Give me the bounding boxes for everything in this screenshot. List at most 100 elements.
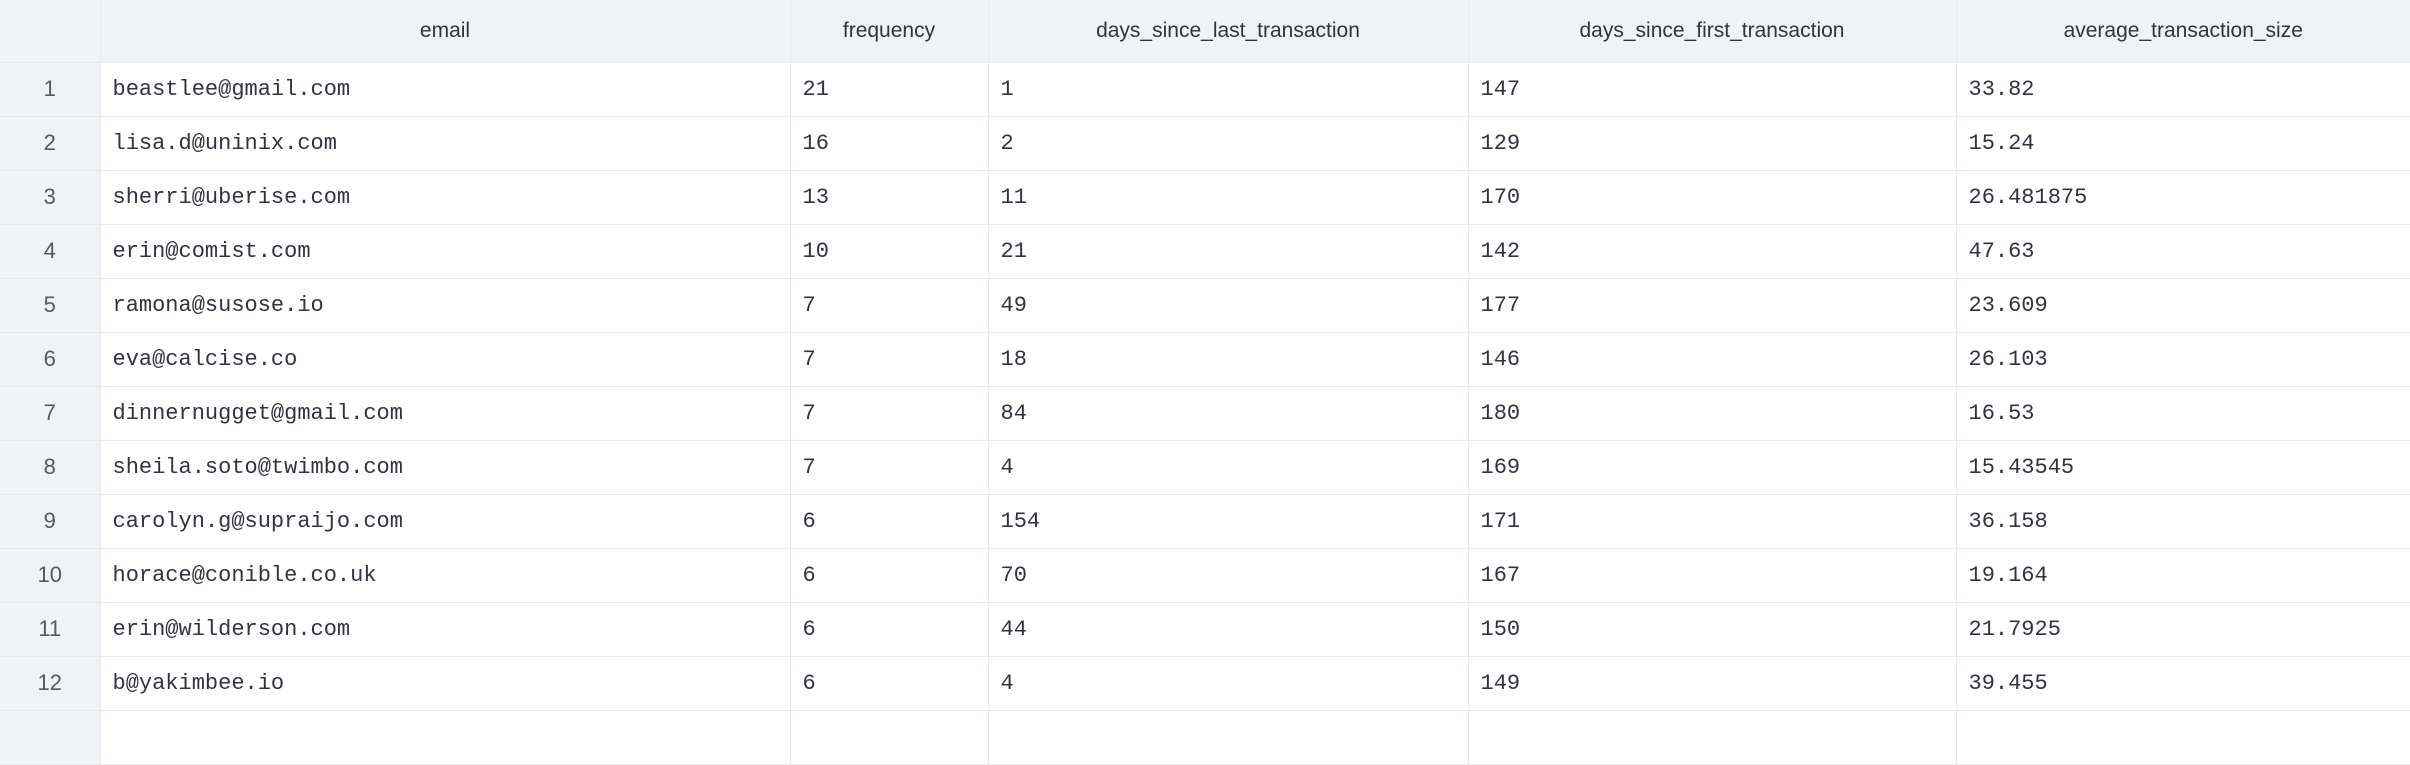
table-cell[interactable]: 84 bbox=[987, 385, 1469, 441]
table-cell[interactable]: 6 bbox=[789, 655, 989, 711]
table-row: 8 sheila.soto@twimbo.com 7 4 169 15.43545 bbox=[0, 439, 2410, 495]
table-cell[interactable]: horace@conible.co.uk bbox=[99, 547, 791, 603]
table-cell[interactable]: 6 bbox=[789, 493, 989, 549]
table-cell[interactable]: 142 bbox=[1467, 223, 1957, 279]
row-index-header bbox=[0, 0, 101, 63]
table-cell[interactable]: 171 bbox=[1467, 493, 1957, 549]
row-index: 11 bbox=[0, 601, 101, 657]
table-cell[interactable]: lisa.d@uninix.com bbox=[99, 115, 791, 171]
table-cell[interactable]: 4 bbox=[987, 439, 1469, 495]
table-cell[interactable]: 47.63 bbox=[1955, 223, 2410, 279]
table-cell[interactable]: 170 bbox=[1467, 169, 1957, 225]
table-cell[interactable]: 21 bbox=[789, 61, 989, 117]
table-row: 2 lisa.d@uninix.com 16 2 129 15.24 bbox=[0, 115, 2410, 171]
table-row: 5 ramona@susose.io 7 49 177 23.609 bbox=[0, 277, 2410, 333]
table-cell[interactable]: b@yakimbee.io bbox=[99, 655, 791, 711]
table-row: 10 horace@conible.co.uk 6 70 167 19.164 bbox=[0, 547, 2410, 603]
table-cell[interactable]: 13 bbox=[789, 169, 989, 225]
row-index: 5 bbox=[0, 277, 101, 333]
table-cell[interactable]: 6 bbox=[789, 601, 989, 657]
table-cell[interactable]: dinnernugget@gmail.com bbox=[99, 385, 791, 441]
table-cell[interactable]: 146 bbox=[1467, 331, 1957, 387]
table-cell[interactable]: 15.24 bbox=[1955, 115, 2410, 171]
table-cell[interactable]: 169 bbox=[1467, 439, 1957, 495]
table-cell[interactable]: 16.53 bbox=[1955, 385, 2410, 441]
row-index: 1 bbox=[0, 61, 101, 117]
table-cell[interactable]: 1 bbox=[987, 61, 1469, 117]
table-cell[interactable]: 16 bbox=[789, 115, 989, 171]
table-cell[interactable]: 23.609 bbox=[1955, 277, 2410, 333]
column-header-frequency[interactable]: frequency bbox=[789, 0, 989, 63]
table-cell[interactable]: 36.158 bbox=[1955, 493, 2410, 549]
table-cell[interactable]: 177 bbox=[1467, 277, 1957, 333]
table-cell[interactable]: 6 bbox=[789, 547, 989, 603]
table-cell[interactable]: 49 bbox=[987, 277, 1469, 333]
table-cell bbox=[789, 709, 989, 765]
table-cell[interactable]: 10 bbox=[789, 223, 989, 279]
table-cell[interactable]: 70 bbox=[987, 547, 1469, 603]
table-cell[interactable]: 44 bbox=[987, 601, 1469, 657]
table-cell[interactable]: 26.103 bbox=[1955, 331, 2410, 387]
table-row: 12 b@yakimbee.io 6 4 149 39.455 bbox=[0, 655, 2410, 711]
table-cell[interactable]: 11 bbox=[987, 169, 1469, 225]
table-cell[interactable]: 167 bbox=[1467, 547, 1957, 603]
table-cell[interactable]: 19.164 bbox=[1955, 547, 2410, 603]
column-header-avg-size[interactable]: average_transaction_size bbox=[1955, 0, 2410, 63]
row-index: 10 bbox=[0, 547, 101, 603]
table-row: 9 carolyn.g@supraijo.com 6 154 171 36.158 bbox=[0, 493, 2410, 549]
table-cell[interactable]: sherri@uberise.com bbox=[99, 169, 791, 225]
row-index: 6 bbox=[0, 331, 101, 387]
table-cell[interactable]: 21 bbox=[987, 223, 1469, 279]
table-cell[interactable]: 7 bbox=[789, 385, 989, 441]
table-cell[interactable]: 39.455 bbox=[1955, 655, 2410, 711]
table-cell[interactable]: sheila.soto@twimbo.com bbox=[99, 439, 791, 495]
table-cell[interactable]: 7 bbox=[789, 331, 989, 387]
table-cell[interactable]: 21.7925 bbox=[1955, 601, 2410, 657]
table-cell[interactable]: ramona@susose.io bbox=[99, 277, 791, 333]
header-row: email frequency days_since_last_transactio… bbox=[0, 0, 2410, 63]
table-cell[interactable]: 2 bbox=[987, 115, 1469, 171]
table-row: 6 eva@calcise.co 7 18 146 26.103 bbox=[0, 331, 2410, 387]
partial-row bbox=[0, 709, 2410, 765]
table-cell bbox=[1467, 709, 1957, 765]
table-cell[interactable]: 129 bbox=[1467, 115, 1957, 171]
row-index: 12 bbox=[0, 655, 101, 711]
table-cell[interactable]: eva@calcise.co bbox=[99, 331, 791, 387]
table-cell[interactable]: carolyn.g@supraijo.com bbox=[99, 493, 791, 549]
table-cell[interactable]: 26.481875 bbox=[1955, 169, 2410, 225]
table-cell bbox=[987, 709, 1469, 765]
table-cell bbox=[99, 709, 791, 765]
table-row: 7 dinnernugget@gmail.com 7 84 180 16.53 bbox=[0, 385, 2410, 441]
column-header-email[interactable]: email bbox=[99, 0, 791, 63]
row-index: 7 bbox=[0, 385, 101, 441]
table-cell[interactable]: 7 bbox=[789, 439, 989, 495]
table-cell[interactable]: 154 bbox=[987, 493, 1469, 549]
table-cell[interactable]: 149 bbox=[1467, 655, 1957, 711]
table-cell[interactable]: 180 bbox=[1467, 385, 1957, 441]
row-index: 8 bbox=[0, 439, 101, 495]
table-row: 1 beastlee@gmail.com 21 1 147 33.82 bbox=[0, 61, 2410, 117]
table-cell bbox=[0, 709, 101, 765]
row-index: 4 bbox=[0, 223, 101, 279]
table-cell bbox=[1955, 709, 2410, 765]
row-index: 2 bbox=[0, 115, 101, 171]
table-cell[interactable]: 4 bbox=[987, 655, 1469, 711]
table-body: 1 beastlee@gmail.com 21 1 147 33.82 2 lisa.d@un… bbox=[0, 61, 2410, 765]
table-row: 3 sherri@uberise.com 13 11 170 26.481875 bbox=[0, 169, 2410, 225]
column-header-days-since-first[interactable]: days_since_first_transaction bbox=[1467, 0, 1957, 63]
column-header-days-since-last[interactable]: days_since_last_transaction bbox=[987, 0, 1469, 63]
table-cell[interactable]: 33.82 bbox=[1955, 61, 2410, 117]
table-row: 4 erin@comist.com 10 21 142 47.63 bbox=[0, 223, 2410, 279]
table-cell[interactable]: beastlee@gmail.com bbox=[99, 61, 791, 117]
table-cell[interactable]: erin@wilderson.com bbox=[99, 601, 791, 657]
table-cell[interactable]: 18 bbox=[987, 331, 1469, 387]
row-index: 3 bbox=[0, 169, 101, 225]
table-cell[interactable]: erin@comist.com bbox=[99, 223, 791, 279]
table-cell[interactable]: 7 bbox=[789, 277, 989, 333]
table-cell[interactable]: 150 bbox=[1467, 601, 1957, 657]
table-cell[interactable]: 15.43545 bbox=[1955, 439, 2410, 495]
row-index: 9 bbox=[0, 493, 101, 549]
table-row: 11 erin@wilderson.com 6 44 150 21.7925 bbox=[0, 601, 2410, 657]
table-cell[interactable]: 147 bbox=[1467, 61, 1957, 117]
